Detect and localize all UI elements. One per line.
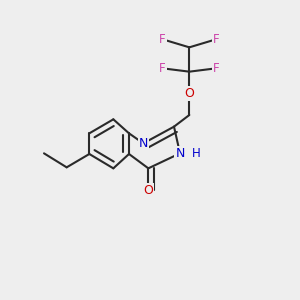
Text: N: N — [139, 137, 148, 150]
Text: F: F — [159, 62, 166, 75]
Text: F: F — [213, 62, 219, 75]
Text: N: N — [175, 147, 185, 160]
Text: F: F — [213, 33, 219, 46]
Text: H: H — [191, 147, 200, 160]
Text: O: O — [184, 87, 194, 100]
Text: F: F — [159, 33, 166, 46]
Text: O: O — [143, 184, 153, 196]
